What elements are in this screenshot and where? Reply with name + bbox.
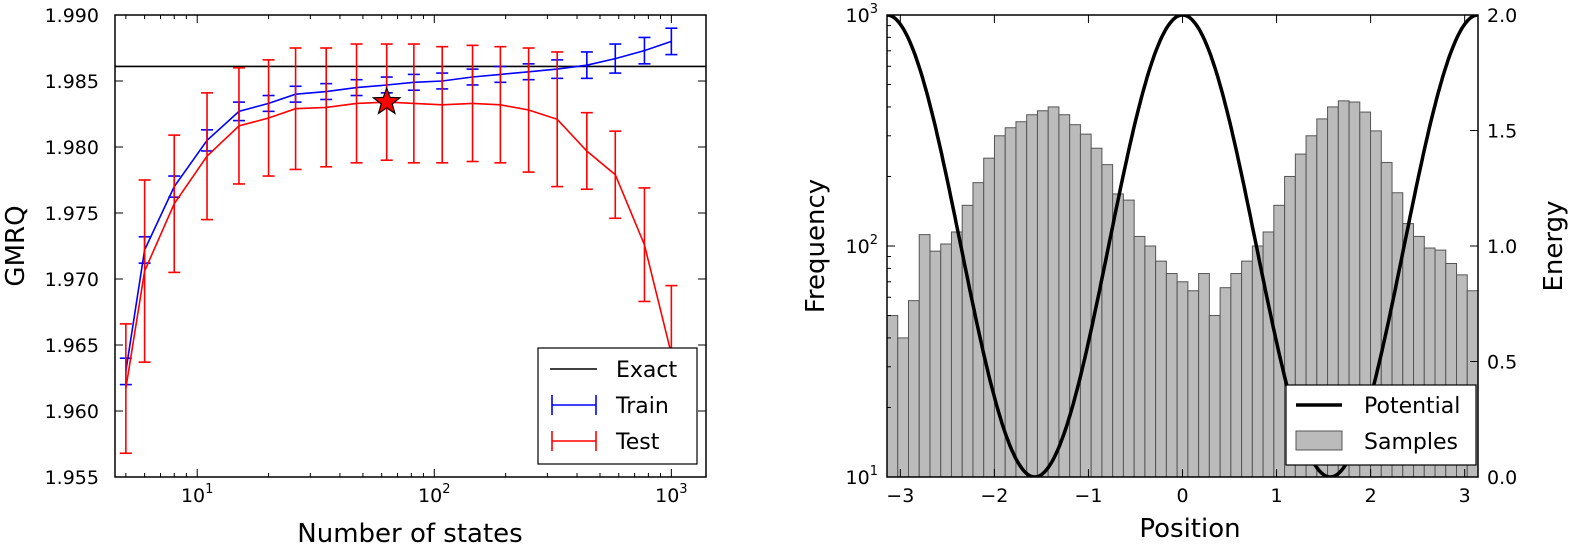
sample-bar [1015,121,1028,477]
x-tick-label: 1 [1271,485,1283,507]
gmrq-chart: 1.955 1.960 1.965 1.970 1.975 1.980 1.985 1.990… [1,5,707,547]
sample-bar [1004,127,1017,477]
sample-bar [983,157,995,477]
y-tick-label: 1.960 [45,401,99,423]
legend-test-label: Test [615,430,660,455]
sample-bar [1144,245,1157,477]
gmrq-x-tick-labels: 101 102 103 [181,482,688,507]
y-tick-label: 1.980 [45,137,99,159]
y-tick-label: 1.985 [45,71,99,93]
y-tick-label: 1.975 [45,203,99,225]
y-tick-label: 1.955 [45,467,99,489]
energy-tick-label: 1.5 [1487,121,1517,143]
histogram-plot-frame [886,14,1479,478]
freq-tick-label: 101 [846,464,878,489]
sample-bar [1176,281,1189,477]
sample-bar [1069,124,1081,477]
x-tick-label: 103 [655,482,687,507]
best-star-marker [371,86,402,115]
gmrq-y-axis-label: GMRQ [1,205,31,286]
x-tick-label: −1 [1074,485,1102,507]
sample-bar [1036,110,1049,477]
legend-potential-label: Potential [1364,394,1460,419]
legend-train: Train [551,394,669,419]
star-marker [371,86,402,115]
sample-bar [1155,260,1167,477]
sample-bar [897,337,909,477]
freq-tick-label: 102 [846,233,878,258]
y-tick-label: 1.965 [45,335,99,357]
legend-exact-label: Exact [616,358,677,383]
train-line [125,40,672,372]
x-tick-label: −2 [980,485,1008,507]
gmrq-x-axis-label: Number of states [297,519,522,547]
sample-bar [1262,231,1275,477]
frequency-tick-labels: 101 102 103 [846,2,878,489]
gmrq-y-tick-labels: 1.955 1.960 1.965 1.970 1.975 1.980 1.985 1.990 [45,5,99,489]
legend-test: Test [551,430,660,455]
energy-tick-label: 0.0 [1487,467,1517,489]
x-tick-label: 0 [1176,485,1188,507]
x-tick-label: 102 [418,482,450,507]
y-tick-label: 1.970 [45,269,99,291]
x-tick-label: 2 [1365,485,1377,507]
sample-bar [907,300,920,477]
sample-bar [1079,133,1092,477]
histogram-chart: −3 −2 −1 0 1 2 3 101 102 103 0.0 0.5 1.0 1.5 2.0 Pos… [801,2,1569,544]
histogram-legend: Potential Samples [1285,384,1477,466]
sample-bar [1026,114,1038,477]
sample-bar [961,204,974,477]
energy-tick-label: 2.0 [1487,5,1517,27]
energy-tick-label: 0.5 [1487,352,1517,374]
sample-bar [1101,164,1114,477]
energy-tick-labels: 0.0 0.5 1.0 1.5 2.0 [1487,5,1517,489]
legend-train-label: Train [615,394,669,419]
legend-samples: Samples [1295,430,1458,455]
gmrq-legend: Exact Train Test [537,347,698,465]
test-series [119,43,678,455]
potential-curve [887,15,1478,477]
sample-bar [1187,290,1200,477]
freq-tick-label: 103 [846,2,878,27]
train-series [119,27,678,386]
position-axis-label: Position [1139,514,1240,544]
legend-potential: Potential [1296,394,1460,419]
sample-bar [1251,245,1264,477]
energy-tick-label: 1.0 [1487,236,1517,258]
frequency-axis-label: Frequency [801,179,831,313]
sample-bar [1198,273,1210,477]
x-tick-label: 101 [181,482,213,507]
sample-bar [1165,273,1178,477]
sample-bar [887,315,899,477]
sample-bar [929,250,942,477]
legend-exact: Exact [550,358,677,383]
x-tick-label: 3 [1459,485,1471,507]
sample-bar [1208,315,1221,477]
sample-bar [950,231,963,477]
sample-bar [1112,193,1124,477]
sample-bar [1241,260,1253,477]
sample-bar [940,243,952,477]
sample-bar [1219,287,1232,477]
position-tick-labels: −3 −2 −1 0 1 2 3 [886,485,1470,507]
x-tick-label: −3 [886,485,914,507]
sample-bar [918,234,931,477]
y-tick-label: 1.990 [45,5,99,27]
sample-bar [1133,235,1146,477]
energy-axis-label: Energy [1539,200,1569,291]
sample-bar [1230,273,1243,477]
gmrq-plot-frame [114,14,707,478]
sample-bar [1122,199,1135,477]
legend-samples-label: Samples [1364,430,1458,455]
test-line [125,101,673,389]
sample-bar [1047,106,1060,477]
